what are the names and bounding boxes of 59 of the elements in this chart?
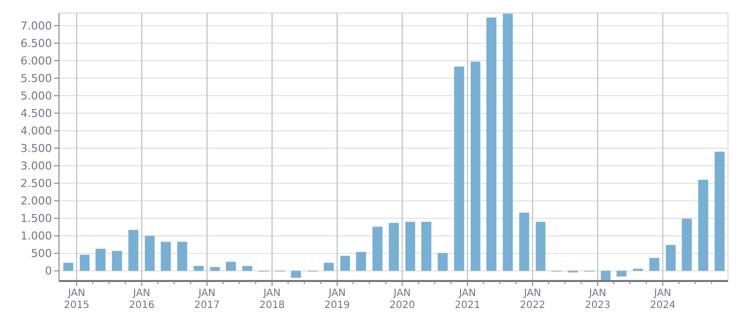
bar: [698, 180, 708, 271]
bar: [210, 266, 220, 271]
bar: [324, 262, 334, 271]
bar: [290, 270, 301, 278]
bar: [438, 252, 448, 271]
x-tick-label: JAN 2022: [520, 288, 546, 311]
bar: [470, 62, 480, 271]
y-tick-label: 2.000: [20, 194, 52, 208]
bar: [63, 262, 74, 271]
x-tick-label: JAN 2019: [324, 288, 350, 311]
x-tick-label: JAN 2021: [454, 288, 480, 311]
y-tick-label: 3.500: [20, 142, 52, 156]
x-tick-label: JAN 2024: [650, 288, 676, 311]
bar: [536, 222, 546, 271]
bar: [340, 256, 350, 271]
y-tick-label: 0: [45, 264, 52, 278]
bar: [502, 14, 513, 271]
bar: [682, 218, 692, 271]
bar: [194, 266, 204, 271]
y-tick-label: 3.000: [20, 160, 52, 173]
y-tick-label: 4.500: [20, 107, 52, 120]
y-tick-label: 2.500: [20, 177, 52, 190]
bar: [226, 262, 236, 271]
y-tick-label: 6.500: [20, 36, 52, 50]
bar: [242, 266, 252, 271]
y-tick-label: 5.500: [20, 72, 52, 86]
bar: [144, 236, 155, 271]
bar: [714, 152, 725, 271]
bar: [177, 242, 188, 271]
x-tick-label: JAN 2018: [259, 288, 285, 311]
bar: [649, 258, 660, 271]
x-tick-label: JAN 2015: [64, 288, 90, 311]
y-tick-label: 4.000: [20, 124, 52, 138]
bar: [486, 18, 496, 271]
y-tick-label: 5.000: [20, 90, 52, 103]
bar: [128, 230, 138, 271]
bar: [96, 248, 106, 271]
y-tick-label: 500: [31, 247, 52, 260]
bar: [454, 66, 464, 271]
bar: [372, 226, 382, 271]
bar: [519, 212, 530, 271]
bar: [356, 252, 366, 271]
x-tick-label: JAN 2016: [129, 288, 154, 311]
bar: [666, 244, 676, 271]
bar: [388, 222, 399, 271]
y-tick-label: 1.500: [20, 212, 52, 226]
x-tick-label: JAN 2017: [194, 288, 220, 311]
y-tick-label: 6.000: [20, 54, 52, 68]
x-tick-label: JAN 2020: [390, 288, 415, 311]
y-tick-label: 1.000: [20, 230, 52, 243]
bar: [160, 242, 171, 271]
bar: [616, 270, 627, 276]
bar: [405, 222, 416, 271]
bar: [112, 250, 122, 271]
bar: [600, 270, 611, 280]
bar: [421, 222, 432, 271]
y-tick-label: 7.000: [20, 19, 52, 32]
x-tick-label: JAN 2023: [584, 288, 610, 311]
bar: [80, 254, 90, 271]
